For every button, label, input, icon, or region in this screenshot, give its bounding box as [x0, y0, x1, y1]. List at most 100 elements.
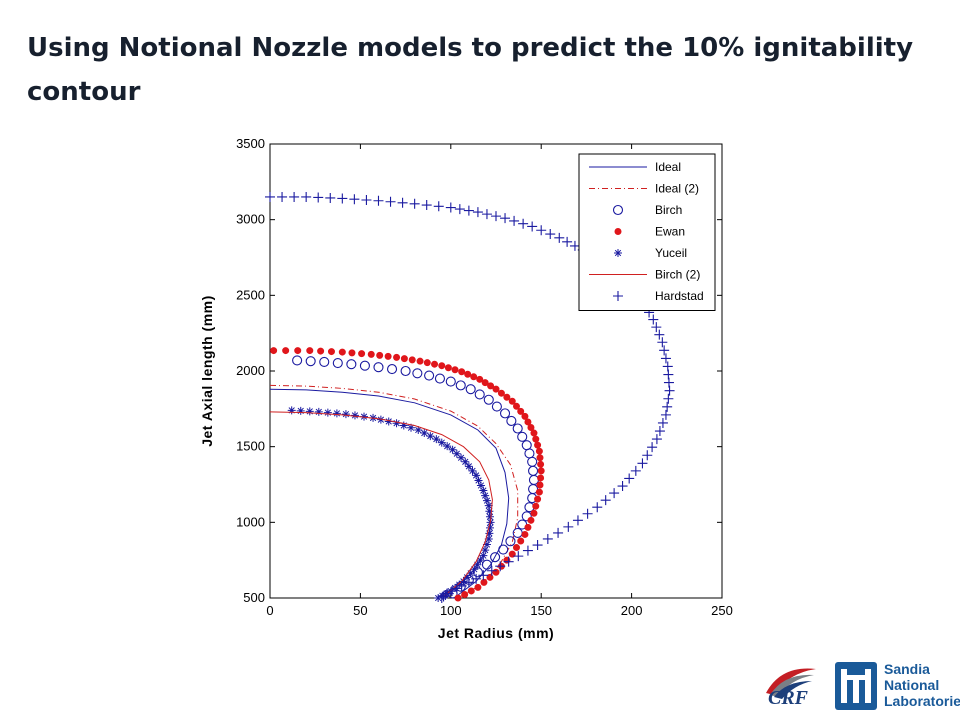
series-yuceil-point [473, 560, 482, 569]
series-hardstad-point [421, 200, 432, 211]
series-ewan-point [476, 375, 484, 383]
series-yuceil-point [360, 412, 369, 421]
series-yuceil-point [472, 471, 481, 480]
series-ewan-point [512, 402, 520, 410]
series-ewan-point [327, 348, 335, 356]
series-birch-point [445, 376, 456, 387]
series-ewan-point [454, 594, 462, 602]
series-hardstad-point [654, 426, 665, 437]
series-hardstad-point [660, 409, 671, 420]
series-ewan-point [423, 359, 431, 367]
series-yuceil-point [463, 573, 472, 582]
series-birch-point [305, 356, 316, 367]
series-hardstad-point [647, 442, 658, 453]
series-hardstad-point [536, 225, 547, 236]
y-tick-label: 2500 [236, 287, 265, 302]
series-ewan-point [530, 509, 538, 517]
series-ewan-point [527, 423, 535, 431]
series-ewan-point [537, 474, 545, 482]
series-ewan-point [537, 467, 545, 475]
series-hardstad-point [554, 232, 565, 243]
series-ewan-point [470, 373, 478, 381]
series-hardstad-point [582, 508, 593, 519]
series-ewan-point [408, 356, 416, 364]
series-ewan-point [536, 454, 544, 462]
legend-swatch [614, 228, 622, 235]
series-yuceil-point [485, 529, 494, 538]
series-hardstad-point [472, 207, 483, 218]
series-ewan-point [521, 530, 529, 538]
series-yuceil-point [482, 540, 491, 549]
sandia-thunderbird-icon [835, 662, 877, 710]
series-yuceil-point [452, 449, 461, 458]
series-hardstad-point [361, 194, 372, 205]
series-hardstad-point [617, 481, 628, 492]
series-hardstad-point [495, 561, 506, 572]
series-ewan-point [294, 347, 302, 355]
series-birch-point [512, 423, 523, 434]
series-hardstad-point [648, 314, 659, 325]
series-birch-point [400, 365, 411, 377]
series-yuceil-point [414, 426, 423, 435]
series-yuceil-point [323, 408, 332, 417]
series-birch-point [319, 356, 330, 367]
series-yuceil-point [484, 501, 493, 510]
crf-logo: CRF [756, 659, 826, 715]
series-birch-point [472, 567, 483, 578]
series-hardstad-point [486, 565, 497, 576]
series-hardstad-point [553, 527, 564, 538]
series-hardstad-point [663, 369, 674, 380]
series-ideal-2 [269, 384, 519, 599]
series-ewan [270, 347, 545, 602]
x-tick-label: 150 [530, 603, 552, 618]
series-ewan-point [348, 349, 356, 357]
series-ewan-point [517, 407, 525, 415]
series-birch-point [498, 544, 509, 555]
series-ewan-point [521, 412, 529, 420]
series-birch-point [490, 552, 501, 563]
series-hardstad-point [657, 417, 668, 428]
series-hardstad-point [532, 540, 543, 551]
series-yuceil-point [332, 409, 341, 418]
series-hardstad-point [385, 196, 396, 207]
series-birch-point [455, 380, 466, 391]
series-yuceil-point [399, 421, 408, 430]
series-hardstad-point [503, 556, 514, 567]
y-tick-label: 2000 [236, 363, 265, 378]
series-yuceil-point [479, 551, 488, 560]
x-tick-label: 0 [266, 603, 273, 618]
series-yuceil-point [407, 423, 416, 432]
series-ewan-point [393, 353, 401, 361]
series-yuceil-point [479, 486, 488, 495]
series-hardstad-point [433, 201, 444, 212]
legend-swatch [612, 204, 624, 216]
series-yuceil-point [470, 565, 479, 574]
series-yuceil-point [287, 406, 296, 415]
series-hardstad-point [637, 458, 648, 469]
series-yuceil-point [485, 512, 494, 521]
series-ewan-point [537, 460, 545, 468]
series-yuceil-point [432, 435, 441, 444]
series-birch-point [517, 431, 528, 442]
series-hardstad-point [478, 570, 489, 581]
series-ideal [269, 388, 510, 596]
series-hardstad-point [642, 450, 653, 461]
series-birch-point [506, 415, 517, 426]
series-ewan-point [524, 523, 532, 531]
series-hardstad-point [409, 198, 420, 209]
series-ewan-point [467, 587, 475, 595]
series-hardstad-point [349, 194, 360, 205]
series-yuceil-point [341, 410, 350, 419]
series-hardstad-point [527, 221, 538, 232]
series-hardstad-point [654, 329, 665, 340]
series-yuceil-point [474, 476, 483, 485]
series-hardstad-point [663, 393, 674, 404]
series-hardstad-point [569, 240, 580, 251]
series-ewan-point [438, 362, 446, 370]
series-ewan-point [431, 360, 439, 368]
series-hardstad-point [518, 218, 529, 229]
series-birch-point [412, 368, 423, 379]
series-ewan-point [492, 385, 500, 393]
series-yuceil-point [476, 481, 485, 490]
series-hardstad-point [651, 322, 662, 333]
